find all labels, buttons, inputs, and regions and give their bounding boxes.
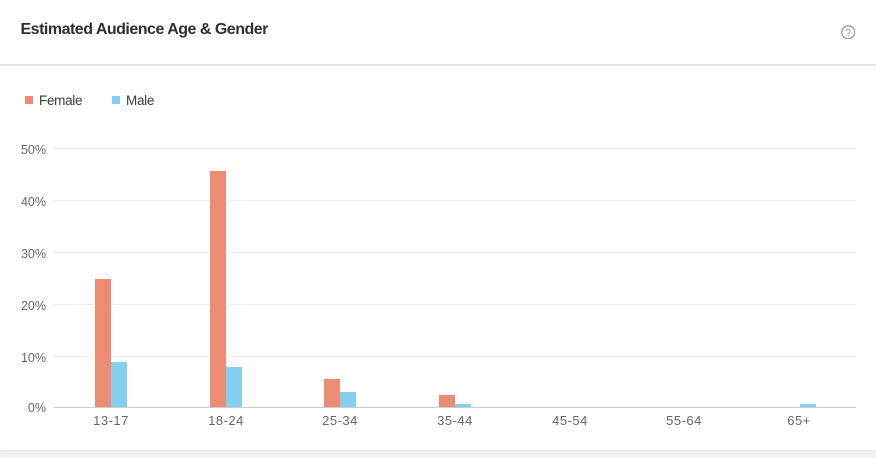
svg-text:?: ? <box>845 27 851 38</box>
